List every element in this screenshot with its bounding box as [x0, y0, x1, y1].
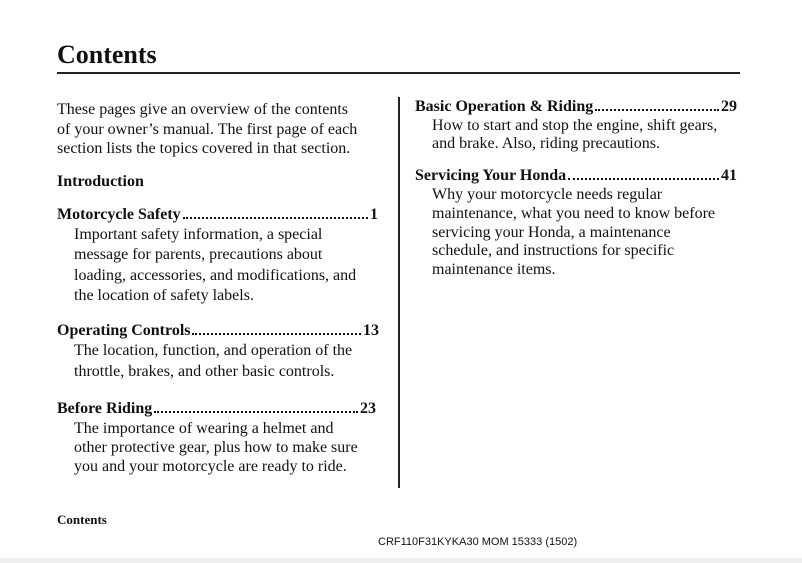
dot-leader [182, 217, 368, 219]
entry-page: 29 [721, 98, 737, 115]
footer-label: Contents [57, 512, 107, 527]
intro-line: These pages give an overview of the cont… [57, 101, 349, 118]
description-line: Important safety information, a special [74, 226, 323, 243]
description-line: loading, accessories, and modifications,… [74, 266, 357, 284]
description-line: other protective gear, plus how to make … [74, 439, 358, 456]
entry-heading-row: Before Riding 23 [57, 399, 376, 419]
description-line: The importance of wearing a helmet and [74, 420, 334, 437]
entry: Basic Operation & Riding 29 How to start a… [415, 97, 737, 153]
description-line: schedule, and instructions for specific [432, 242, 675, 260]
dot-leader [595, 109, 719, 111]
entry-heading: Servicing Your Honda [415, 167, 567, 184]
column-divider [398, 97, 400, 488]
entry-heading: Operating Controls [57, 322, 191, 339]
entry-page: 13 [363, 322, 379, 339]
entry-heading: Before Riding [57, 400, 153, 417]
title-rule [57, 72, 740, 74]
entry-page: 23 [360, 400, 376, 417]
entry: Motorcycle Safety 1 Important safety infor… [57, 205, 378, 306]
entry-description: How to start and stop the engine, shift … [415, 117, 737, 153]
dot-leader [192, 333, 361, 335]
entry: Servicing Your Honda 41 Why your motorcycl… [415, 166, 737, 280]
entry-heading-row: Servicing Your Honda 41 [415, 166, 737, 186]
bottom-band [0, 558, 802, 563]
entry: Before Riding 23 The importance of wearing… [57, 399, 376, 476]
entry-heading-row: Operating Controls 13 [57, 321, 379, 341]
title: Contents [57, 40, 157, 69]
footer-code: CRF110F31KYKA30 MOM 15333 (1502) [378, 536, 578, 548]
entry: Operating Controls 13 The location, functi… [57, 321, 379, 382]
intro-line: section lists the topics covered in that… [57, 140, 351, 157]
description-line: maintenance items. [432, 261, 556, 279]
description-line: How to start and stop the engine, shift … [432, 117, 718, 134]
description-line: maintenance, what you need to know befor… [432, 204, 716, 222]
dot-leader [154, 411, 358, 413]
description-line: throttle, brakes, and other basic contro… [74, 362, 335, 380]
description-line: The location, function, and operation of… [74, 342, 353, 359]
entry-description: The location, function, and operation of… [57, 341, 379, 382]
entry-description: Important safety information, a special m… [57, 225, 378, 306]
description-line: and brake. Also, riding precautions. [432, 135, 660, 152]
section-label: Introduction [57, 173, 144, 190]
entry-description: The importance of wearing a helmet and ot… [57, 419, 376, 476]
entry-heading: Basic Operation & Riding [415, 98, 594, 115]
entry-page: 41 [721, 167, 737, 184]
description-line: the location of safety labels. [74, 286, 254, 304]
intro: These pages give an overview of the cont… [57, 100, 357, 159]
intro-line: of your owner’s manual. The first page o… [57, 120, 358, 138]
description-line: you and your motorcycle are ready to rid… [74, 458, 347, 475]
entry-heading-row: Motorcycle Safety 1 [57, 205, 378, 225]
description-line: message for parents, precautions about [74, 246, 323, 264]
description-line: Why your motorcycle needs regular [432, 186, 663, 203]
entry-heading-row: Basic Operation & Riding 29 [415, 97, 737, 117]
entry-heading: Motorcycle Safety [57, 206, 181, 223]
entry-description: Why your motorcycle needs regular mainten… [415, 186, 737, 280]
description-line: servicing your Honda, a maintenance [432, 223, 671, 241]
dot-leader [568, 178, 719, 180]
entry-page: 1 [370, 206, 378, 223]
